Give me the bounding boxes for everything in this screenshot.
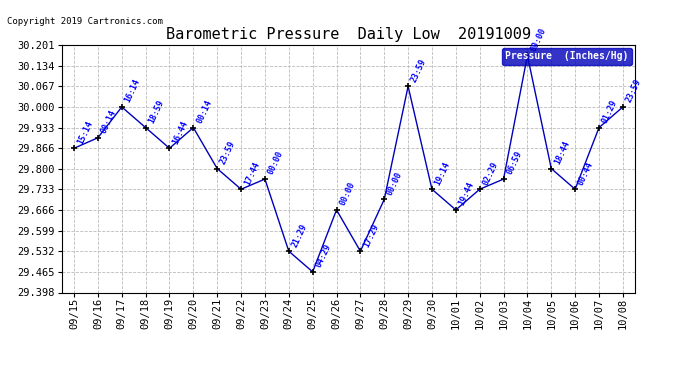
Text: 00:14: 00:14 [195,98,213,125]
Text: 23:59: 23:59 [409,57,428,84]
Text: 18:59: 18:59 [147,98,166,125]
Text: 18:44: 18:44 [553,140,571,166]
Text: 06:59: 06:59 [505,150,524,176]
Text: 04:29: 04:29 [314,243,333,269]
Text: 17:44: 17:44 [242,160,262,186]
Text: 00:14: 00:14 [99,108,118,135]
Text: 15:14: 15:14 [75,119,94,146]
Text: 16:14: 16:14 [123,78,142,104]
Text: 01:29: 01:29 [600,98,619,125]
Text: 00:44: 00:44 [577,160,595,186]
Text: 00:00: 00:00 [266,150,285,176]
Text: 00:00: 00:00 [338,181,357,207]
Text: 19:14: 19:14 [433,160,452,186]
Text: 00:00: 00:00 [386,170,404,196]
Text: 16:44: 16:44 [171,119,190,146]
Title: Barometric Pressure  Daily Low  20191009: Barometric Pressure Daily Low 20191009 [166,27,531,42]
Legend: Pressure  (Inches/Hg): Pressure (Inches/Hg) [502,48,632,65]
Text: Copyright 2019 Cartronics.com: Copyright 2019 Cartronics.com [7,17,163,26]
Text: 00:00: 00:00 [529,26,548,53]
Text: 21:29: 21:29 [290,222,309,248]
Text: 19:44: 19:44 [457,181,476,207]
Text: 23:59: 23:59 [219,140,237,166]
Text: 23:59: 23:59 [624,78,643,104]
Text: 17:29: 17:29 [362,222,380,248]
Text: 02:29: 02:29 [481,160,500,186]
